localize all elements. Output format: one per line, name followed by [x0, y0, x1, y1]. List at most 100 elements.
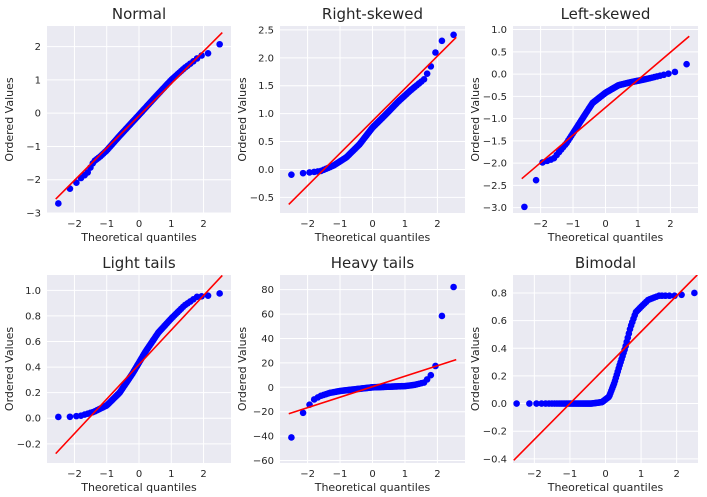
x-tick-label: 2 [667, 219, 673, 230]
sample-point [432, 49, 439, 56]
y-tick-label: −0.5 [483, 92, 507, 103]
x-tick-label: 1 [168, 219, 174, 230]
x-axis-label: Theoretical quantiles [314, 231, 431, 244]
sample-point [683, 60, 690, 68]
sample-point [299, 169, 307, 177]
y-tick-label: −0.2 [483, 427, 507, 438]
sample-point [204, 49, 212, 57]
x-tick-label: −2 [533, 219, 548, 230]
x-tick-label: 2 [200, 219, 206, 230]
y-tick-label: 0.5 [258, 137, 274, 148]
sample-point [671, 292, 678, 300]
y-tick-label: 0.8 [491, 288, 507, 299]
x-tick-label: 0 [369, 469, 375, 480]
sample-point [66, 413, 74, 421]
y-axis-label: Ordered Values [469, 77, 482, 161]
y-tick-label: −2 [26, 175, 41, 186]
sample-point [423, 70, 431, 77]
qq-panel: −2 −1 0 1 2 −0.5 0.0 0.5 1.0 1.5 2.0 2.5 Right-skewe… [236, 5, 465, 244]
y-tick-label: −2.0 [483, 159, 507, 170]
reference-fit-line [513, 275, 698, 461]
x-tick-label: −1 [563, 469, 578, 480]
sample-point [299, 409, 307, 417]
x-axis-label: Theoretical quantiles [80, 231, 197, 244]
sample-point [513, 400, 520, 407]
sample-point [438, 312, 446, 320]
y-tick-label: 0.2 [25, 388, 41, 399]
x-tick-label: 0 [602, 469, 608, 480]
y-tick-label: 0.6 [491, 316, 507, 327]
y-tick-label: 0.6 [25, 337, 41, 348]
qq-panel: −2 −1 0 1 2 −0.2 0.0 0.2 0.4 0.6 0.8 1.0 Light tails… [3, 254, 231, 494]
x-tick-label: −1 [99, 219, 114, 230]
x-tick-label: 2 [673, 469, 679, 480]
sample-point [216, 290, 223, 297]
y-tick-label: 1 [35, 75, 41, 86]
y-tick-label: 2.0 [258, 53, 274, 64]
x-tick-label: 0 [136, 469, 142, 480]
sample-point [533, 400, 540, 407]
x-tick-label: −1 [333, 219, 348, 230]
x-tick-label: 1 [402, 219, 408, 230]
x-axis-label: Theoretical quantiles [80, 481, 197, 494]
qq-panel: −2 −1 0 1 2 −3.0 −2.5 −2.0 −1.5 −1.0 −0.5 0.0 0.5 1.0… [469, 5, 698, 244]
y-axis-label: Ordered Values [236, 77, 249, 161]
sample-point [450, 283, 457, 291]
y-tick-label: −3 [26, 209, 41, 220]
x-tick-label: 0 [136, 219, 142, 230]
y-tick-label: −0.2 [17, 439, 41, 450]
panel-title: Normal [112, 5, 166, 23]
sample-point [55, 413, 62, 421]
y-tick-label: −2.5 [483, 181, 507, 192]
sample-point [526, 400, 533, 407]
x-tick-label: −2 [300, 219, 315, 230]
x-tick-label: −1 [99, 469, 114, 480]
reference-fit-line [521, 35, 690, 180]
x-tick-label: −2 [67, 469, 82, 480]
reference-fit-line [288, 358, 457, 415]
sample-point [671, 68, 679, 76]
y-tick-label: 2 [35, 42, 41, 53]
x-tick-label: 2 [434, 469, 440, 480]
data-layer [55, 32, 223, 207]
data-layer [288, 283, 457, 441]
y-tick-label: 0 [35, 109, 41, 120]
panel-title: Heavy tails [331, 254, 415, 272]
y-axis-label: Ordered Values [3, 77, 16, 161]
x-tick-label: 1 [635, 219, 641, 230]
x-tick-label: 1 [168, 469, 174, 480]
panel-title: Light tails [102, 254, 176, 272]
y-tick-label: 0.4 [25, 363, 41, 374]
y-axis-label: Ordered Values [3, 327, 16, 411]
sample-point [216, 40, 223, 48]
sample-point [288, 434, 295, 441]
x-tick-label: 0 [369, 219, 375, 230]
y-tick-label: −0.4 [483, 454, 507, 465]
qq-panel: −2 −1 0 1 2 −3 −2 −1 0 1 2 Normal Theoretical quanti… [3, 5, 231, 244]
y-tick-label: −60 [253, 456, 274, 467]
x-tick-label: 1 [402, 469, 408, 480]
y-tick-label: 0.8 [25, 311, 41, 322]
x-tick-label: −1 [566, 219, 581, 230]
sample-point [427, 371, 435, 379]
y-tick-label: 0.0 [491, 399, 507, 410]
sample-point [521, 203, 528, 211]
y-tick-label: 0.0 [491, 70, 507, 81]
x-tick-label: −2 [300, 469, 315, 480]
y-tick-label: −1 [26, 142, 41, 153]
panel-title: Left-skewed [561, 5, 651, 23]
x-tick-label: 1 [638, 469, 644, 480]
reference-fit-line [288, 36, 457, 205]
x-axis-label: Theoretical quantiles [547, 481, 664, 494]
y-axis-label: Ordered Values [469, 327, 482, 411]
panel-title: Bimodal [575, 254, 636, 272]
sample-point [691, 289, 698, 297]
y-tick-label: 0.4 [491, 344, 507, 355]
sample-point [532, 176, 540, 184]
sample-point [420, 76, 428, 83]
sample-point [665, 70, 672, 77]
y-tick-label: 1.5 [258, 81, 274, 92]
x-axis-label: Theoretical quantiles [547, 231, 664, 244]
data-layer [513, 275, 698, 461]
